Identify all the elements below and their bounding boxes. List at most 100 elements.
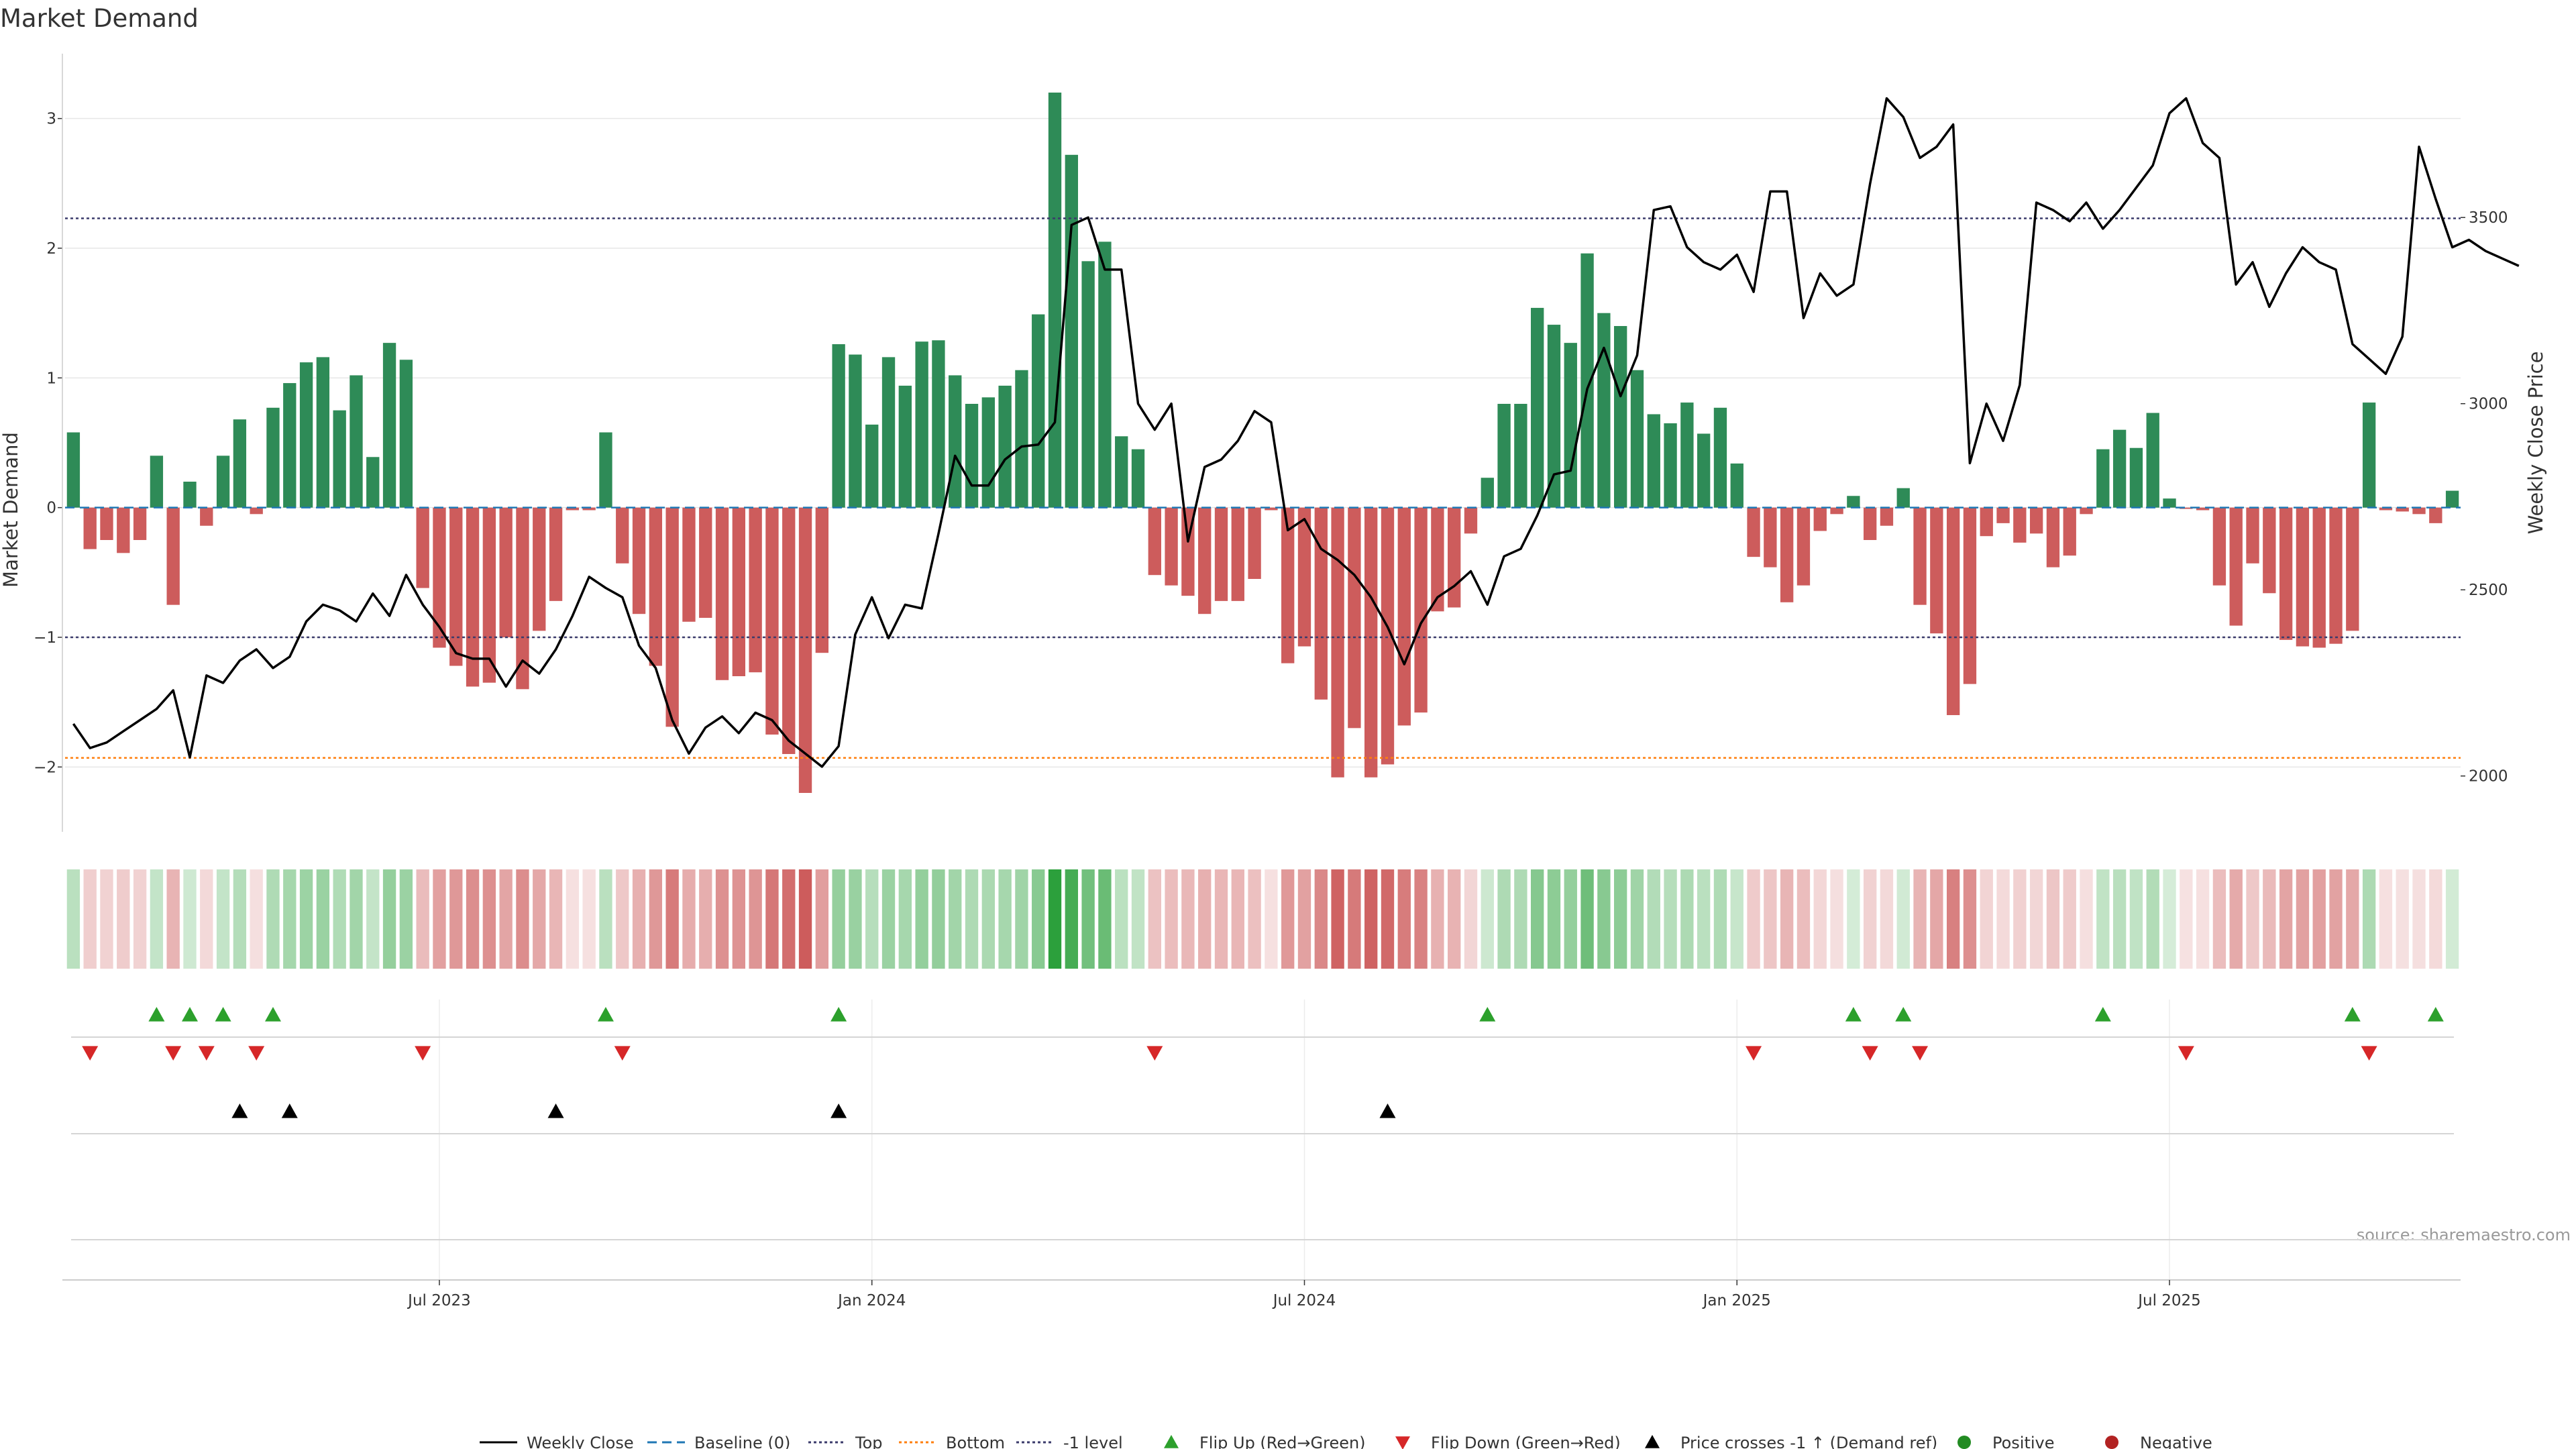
y-tick-label: 0 — [46, 500, 56, 517]
demand-bars — [66, 93, 2459, 793]
heat-strip-cell — [1980, 869, 1993, 969]
negative-demand-bar — [2396, 507, 2409, 512]
heat-strip-cell — [449, 869, 463, 969]
heat-strip-cell — [2046, 869, 2060, 969]
heat-strip-cell — [333, 869, 346, 969]
heat-strip-cell — [1597, 869, 1611, 969]
heat-strip-cell — [932, 869, 945, 969]
positive-demand-bar — [150, 455, 164, 508]
positive-demand-bar — [382, 343, 396, 508]
positive-demand-bar — [1015, 370, 1028, 508]
x-tick-label: Jan 2024 — [837, 1292, 906, 1309]
heat-strip-cell — [2396, 869, 2409, 969]
negative-demand-bar — [1930, 507, 1943, 634]
positive-demand-bar — [2362, 402, 2376, 508]
heat-strip-cell — [965, 869, 979, 969]
positive-demand-bar — [1048, 93, 1062, 508]
positive-demand-bar — [266, 407, 280, 508]
negative-demand-bar — [516, 507, 529, 690]
heat-strip-cell — [1115, 869, 1128, 969]
heat-strip-cell — [732, 869, 746, 969]
positive-demand-bar — [1630, 370, 1644, 508]
heat-strip-cell — [1131, 869, 1145, 969]
heat-strip-cell — [1431, 869, 1444, 969]
flip-down-marker — [82, 1046, 99, 1061]
negative-demand-bar — [2312, 507, 2326, 648]
flip-up-marker — [148, 1007, 165, 1022]
heat-strip-cell — [582, 869, 596, 969]
positive-demand-bar — [299, 362, 313, 508]
heat-strip-cell — [1098, 869, 1112, 969]
heat-strip-cell — [1397, 869, 1411, 969]
negative-demand-bar — [1248, 507, 1261, 579]
heat-strip-cell — [749, 869, 762, 969]
heat-strip-cell — [865, 869, 879, 969]
heat-strip-cell — [2196, 869, 2210, 969]
negative-demand-bar — [1830, 507, 1843, 515]
negative-demand-bar — [1214, 507, 1228, 601]
positive-demand-bar — [1065, 154, 1078, 508]
heat-strip-cell — [233, 869, 247, 969]
positive-demand-bar — [998, 385, 1012, 508]
demand-heat-strip — [66, 869, 2459, 969]
negative-demand-bar — [715, 507, 729, 680]
heat-strip-cell — [1414, 869, 1428, 969]
heat-strip-cell — [1214, 869, 1228, 969]
heat-strip-cell — [433, 869, 446, 969]
price-cross-marker — [231, 1104, 248, 1118]
heat-strip-cell — [2063, 869, 2076, 969]
heat-strip-cell — [1913, 869, 1927, 969]
heat-strip-cell — [1946, 869, 1960, 969]
negative-demand-bar — [166, 507, 180, 605]
heat-strip-cell — [699, 869, 712, 969]
negative-demand-bar — [1314, 507, 1328, 700]
x-tick-label: Jul 2023 — [407, 1292, 471, 1309]
heat-strip-cell — [466, 869, 480, 969]
heat-strip-cell — [1630, 869, 1644, 969]
negative-demand-bar — [1747, 507, 1760, 557]
heat-strip-cell — [1697, 869, 1711, 969]
flip-down-marker — [248, 1046, 265, 1061]
heat-strip-cell — [2163, 869, 2176, 969]
heat-strip-cell — [133, 869, 147, 969]
heat-strip-cell — [1032, 869, 1045, 969]
positive-demand-bar — [216, 455, 230, 508]
heat-strip-cell — [2279, 869, 2293, 969]
positive-demand-bar — [2146, 413, 2159, 508]
heat-strip-cell — [949, 869, 962, 969]
heat-strip-cell — [1730, 869, 1743, 969]
heat-strip-cell — [216, 869, 230, 969]
flip-down-marker — [165, 1046, 182, 1061]
negative-demand-bar — [1863, 507, 1877, 540]
heat-strip-cell — [1880, 869, 1894, 969]
negative-demand-bar — [2346, 507, 2359, 631]
heat-strip-cell — [2412, 869, 2426, 969]
heat-strip-cell — [1231, 869, 1244, 969]
positive-demand-bar — [399, 360, 413, 508]
legend-label: Flip Up (Red→Green) — [1199, 1434, 1366, 1449]
heat-strip-cell — [382, 869, 396, 969]
heat-strip-cell — [566, 869, 580, 969]
heat-strip-cell — [1847, 869, 1860, 969]
heat-strip-cell — [881, 869, 896, 969]
heat-strip-cell — [649, 869, 663, 969]
negative-demand-bar — [798, 507, 812, 793]
positive-demand-bar — [2112, 429, 2127, 508]
negative-demand-bar — [1946, 507, 1960, 715]
flip-down-marker — [415, 1046, 431, 1061]
heat-strip-cell — [499, 869, 513, 969]
negative-demand-bar — [2029, 507, 2043, 534]
heat-strip-cell — [1448, 869, 1461, 969]
heat-strip-cell — [2429, 869, 2443, 969]
heat-strip-cell — [283, 869, 297, 969]
heat-strip-cell — [2096, 869, 2110, 969]
x-tick-label: Jan 2025 — [1702, 1292, 1771, 1309]
heat-strip-cell — [1348, 869, 1361, 969]
negative-demand-bar — [732, 507, 746, 676]
positive-demand-bar — [1647, 414, 1660, 508]
heat-strip-cell — [1248, 869, 1261, 969]
negative-demand-bar — [616, 507, 629, 564]
legend-symbol — [2105, 1436, 2118, 1449]
positive-demand-bar — [1481, 478, 1494, 508]
